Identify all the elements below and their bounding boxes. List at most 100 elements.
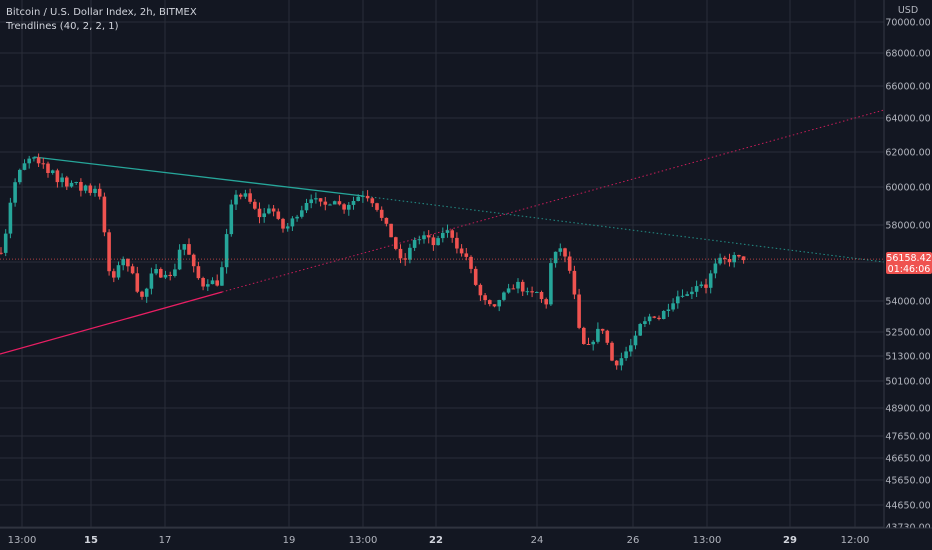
candle-body — [60, 177, 64, 183]
candle-body — [657, 317, 661, 319]
current-price-value: 56158.42 — [886, 253, 931, 264]
candle-body — [412, 239, 417, 248]
candle-body — [281, 218, 285, 229]
resistance-trendline — [33, 156, 364, 197]
symbol-title[interactable]: Bitcoin / U.S. Dollar Index, 2h, BITMEX — [6, 7, 197, 18]
candle-body — [652, 316, 657, 318]
candle-body — [177, 249, 182, 270]
candle-body — [497, 300, 501, 307]
candle-body — [563, 248, 567, 257]
candle-body — [168, 274, 172, 276]
candle-body — [520, 281, 525, 292]
candle-body — [93, 188, 97, 193]
time-tick-label: 22 — [429, 535, 443, 546]
time-axis-labels: 13:00 15 17 19 13:00 22 24 26 13:00 29 12:00 — [8, 535, 870, 546]
candle-body — [436, 238, 440, 246]
candle-body — [553, 251, 558, 264]
time-tick-label: 13:00 — [349, 535, 378, 546]
time-axis-background[interactable] — [0, 528, 932, 550]
candle-body — [389, 223, 393, 238]
candle-body — [337, 201, 342, 205]
candle-body — [112, 271, 116, 278]
candle-body — [210, 280, 215, 285]
time-tick-label: 29 — [783, 535, 797, 546]
candle-body — [629, 345, 633, 352]
candle-body — [384, 217, 389, 224]
candle-body — [50, 170, 55, 173]
candle-body — [685, 294, 689, 296]
price-axis-background[interactable] — [884, 0, 932, 550]
candle-body — [577, 294, 581, 328]
candle-body — [544, 299, 548, 305]
time-tick-label: 15 — [84, 535, 98, 546]
candle-body — [737, 255, 741, 257]
candle-body — [220, 267, 224, 286]
candle-body — [126, 258, 130, 267]
price-tick-label: 46650.00 — [885, 454, 930, 465]
candle-body — [445, 230, 450, 233]
candle-body — [173, 269, 177, 276]
candle-body — [488, 300, 492, 305]
time-tick-label: 13:00 — [693, 535, 722, 546]
candle-body — [455, 237, 459, 249]
candle-body — [558, 248, 563, 252]
time-tick-label: 26 — [627, 535, 640, 546]
candle-body — [417, 239, 422, 241]
candle-body — [441, 232, 445, 239]
candle-body — [426, 235, 431, 238]
candle-body — [22, 163, 27, 170]
candle-body — [271, 208, 276, 212]
candle-body — [633, 335, 638, 346]
time-tick-label: 24 — [531, 535, 544, 546]
chart-grid — [0, 0, 884, 528]
candle-body — [567, 256, 572, 271]
candle-body — [318, 198, 323, 202]
candle-body — [276, 211, 281, 219]
candle-body — [549, 263, 553, 305]
candle-body — [267, 208, 271, 214]
candle-body — [201, 278, 205, 287]
candle-body — [638, 324, 642, 336]
candle-body — [572, 270, 577, 295]
candle-body — [502, 292, 506, 300]
candle-body — [130, 266, 135, 274]
candle-body — [0, 252, 3, 254]
candle-body — [234, 194, 238, 205]
candle-body — [36, 157, 41, 164]
candle-body — [356, 196, 360, 201]
candle-body — [398, 248, 403, 259]
candle-body — [243, 193, 248, 197]
candle-body — [492, 304, 497, 307]
candles — [0, 153, 746, 371]
candle-body — [591, 341, 595, 345]
candle-body — [154, 269, 158, 274]
time-tick-label: 12:00 — [841, 535, 870, 546]
candle-body — [596, 328, 600, 342]
candle-body — [121, 258, 125, 266]
price-tick-label: 44650.00 — [885, 501, 930, 512]
price-tick-label: 58000.00 — [885, 221, 930, 232]
price-tick-label: 50100.00 — [885, 377, 930, 388]
candle-body — [257, 208, 262, 218]
candle-body — [535, 292, 539, 293]
indicator-title[interactable]: Trendlines (40, 2, 2, 1) — [6, 21, 119, 32]
time-tick-label: 17 — [159, 535, 172, 546]
candle-body — [525, 291, 530, 293]
candle-body — [708, 273, 713, 288]
candle-body — [74, 182, 78, 183]
candle-body — [666, 309, 671, 311]
candle-body — [723, 257, 727, 259]
candle-body — [690, 291, 694, 295]
candle-body — [253, 201, 257, 209]
candle-body — [676, 296, 680, 304]
time-tick-label: 13:00 — [8, 535, 37, 546]
candle-body — [506, 288, 511, 293]
candle-body — [262, 213, 266, 217]
price-tick-label: 54000.00 — [885, 297, 930, 308]
current-price-box — [886, 252, 932, 274]
candle-body — [65, 177, 69, 187]
candle-body — [159, 269, 163, 278]
candle-body — [107, 232, 111, 272]
candle-body — [450, 230, 454, 238]
